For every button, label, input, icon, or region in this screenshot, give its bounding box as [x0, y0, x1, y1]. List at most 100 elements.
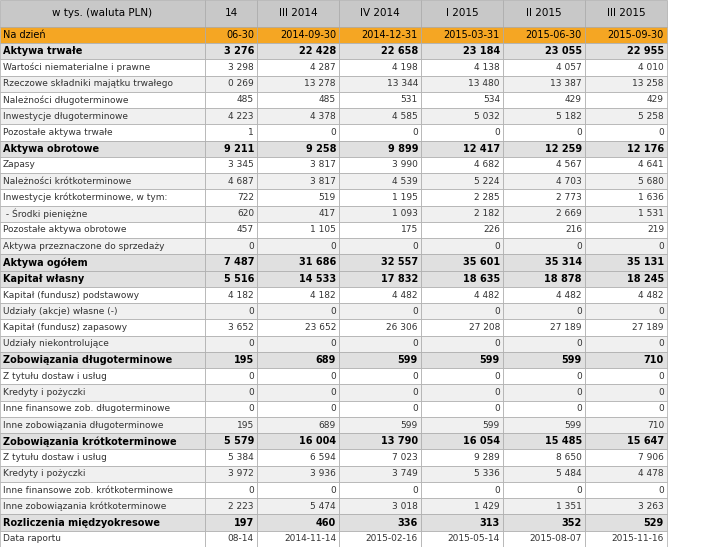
Bar: [585, 531, 667, 547]
Bar: [503, 124, 585, 141]
Bar: [585, 287, 667, 303]
Bar: [585, 108, 667, 124]
Bar: [585, 0, 667, 27]
Text: 4 682: 4 682: [474, 160, 500, 170]
Bar: [257, 27, 339, 43]
Text: 352: 352: [562, 517, 582, 528]
Text: 35 131: 35 131: [627, 258, 664, 267]
Bar: [421, 498, 503, 515]
Bar: [205, 222, 257, 238]
Text: 6 594: 6 594: [310, 453, 336, 462]
Text: 4 057: 4 057: [556, 63, 582, 72]
Text: 16 054: 16 054: [463, 437, 500, 446]
Text: 15 647: 15 647: [627, 437, 664, 446]
Bar: [503, 92, 585, 108]
Bar: [339, 206, 421, 222]
Bar: [205, 336, 257, 352]
Text: 06-30: 06-30: [226, 30, 254, 40]
Bar: [339, 433, 421, 450]
Text: 13 258: 13 258: [632, 79, 664, 88]
Bar: [339, 417, 421, 433]
Text: 1 429: 1 429: [474, 502, 500, 511]
Bar: [0, 336, 205, 352]
Text: 0: 0: [658, 307, 664, 316]
Text: 14 533: 14 533: [299, 274, 336, 284]
Text: 195: 195: [234, 355, 254, 365]
Bar: [503, 401, 585, 417]
Text: Udziały (akcje) własne (-): Udziały (akcje) własne (-): [3, 307, 118, 316]
Bar: [339, 157, 421, 173]
Text: 519: 519: [319, 193, 336, 202]
Bar: [339, 238, 421, 254]
Bar: [257, 450, 339, 465]
Text: 23 184: 23 184: [463, 46, 500, 56]
Bar: [0, 482, 205, 498]
Text: 0 269: 0 269: [229, 79, 254, 88]
Text: 3 817: 3 817: [310, 160, 336, 170]
Text: 13 790: 13 790: [381, 437, 418, 446]
Bar: [421, 206, 503, 222]
Bar: [421, 43, 503, 59]
Bar: [339, 498, 421, 515]
Bar: [205, 0, 257, 27]
Text: 5 680: 5 680: [638, 177, 664, 185]
Text: Aktywa przeznaczone do sprzedaży: Aktywa przeznaczone do sprzedaży: [3, 242, 164, 251]
Text: 26 306: 26 306: [386, 323, 418, 332]
Bar: [0, 515, 205, 531]
Text: 27 189: 27 189: [551, 323, 582, 332]
Text: 0: 0: [412, 486, 418, 494]
Bar: [257, 189, 339, 206]
Bar: [205, 141, 257, 157]
Bar: [0, 124, 205, 141]
Text: 7 906: 7 906: [638, 453, 664, 462]
Text: II 2015: II 2015: [526, 8, 562, 19]
Text: 4 482: 4 482: [474, 290, 500, 300]
Bar: [339, 287, 421, 303]
Bar: [339, 75, 421, 92]
Bar: [257, 108, 339, 124]
Bar: [257, 43, 339, 59]
Bar: [339, 385, 421, 401]
Text: 18 878: 18 878: [544, 274, 582, 284]
Bar: [503, 27, 585, 43]
Bar: [339, 59, 421, 75]
Text: 4 539: 4 539: [392, 177, 418, 185]
Text: Pozostałe aktywa obrotowe: Pozostałe aktywa obrotowe: [3, 225, 126, 235]
Bar: [257, 319, 339, 336]
Text: 2014-12-31: 2014-12-31: [362, 30, 418, 40]
Bar: [503, 482, 585, 498]
Text: 31 686: 31 686: [298, 258, 336, 267]
Text: 8 650: 8 650: [556, 453, 582, 462]
Text: 13 278: 13 278: [304, 79, 336, 88]
Text: Aktywa obrotowe: Aktywa obrotowe: [3, 144, 99, 154]
Text: 620: 620: [237, 209, 254, 218]
Bar: [585, 157, 667, 173]
Text: 2 223: 2 223: [229, 502, 254, 511]
Bar: [421, 417, 503, 433]
Text: 12 176: 12 176: [627, 144, 664, 154]
Text: 0: 0: [330, 388, 336, 397]
Bar: [585, 254, 667, 271]
Bar: [421, 141, 503, 157]
Text: Kapitał (fundusz) podstawowy: Kapitał (fundusz) podstawowy: [3, 290, 139, 300]
Text: 0: 0: [576, 307, 582, 316]
Bar: [205, 254, 257, 271]
Text: 485: 485: [319, 95, 336, 104]
Text: 18 245: 18 245: [627, 274, 664, 284]
Bar: [257, 0, 339, 27]
Bar: [503, 498, 585, 515]
Text: 23 055: 23 055: [545, 46, 582, 56]
Bar: [421, 75, 503, 92]
Text: 5 384: 5 384: [229, 453, 254, 462]
Text: 336: 336: [398, 517, 418, 528]
Text: 0: 0: [412, 128, 418, 137]
Bar: [339, 482, 421, 498]
Text: 0: 0: [248, 307, 254, 316]
Text: 0: 0: [248, 388, 254, 397]
Bar: [205, 59, 257, 75]
Bar: [339, 189, 421, 206]
Bar: [257, 336, 339, 352]
Bar: [421, 59, 503, 75]
Text: 0: 0: [658, 486, 664, 494]
Text: Zobowiązania krótkoterminowe: Zobowiązania krótkoterminowe: [3, 436, 177, 446]
